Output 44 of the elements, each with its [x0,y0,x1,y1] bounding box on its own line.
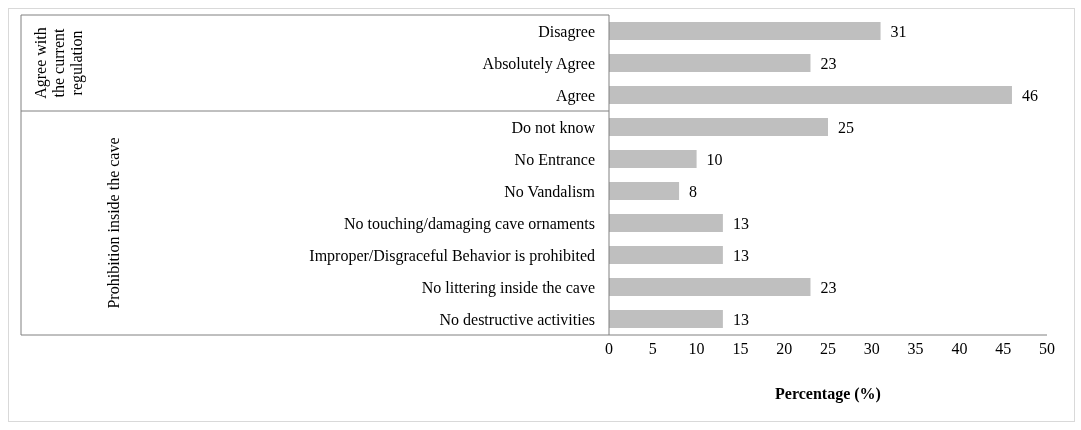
x-tick-label: 40 [951,340,968,358]
x-tick-label: 20 [776,340,793,358]
y-tick-label: Agree [555,86,595,105]
bar [609,278,811,297]
y-tick-label: Disagree [538,22,595,41]
data-label: 23 [820,278,837,296]
y-tick-label: Absolutely Agree [482,54,595,73]
x-tick-label: 35 [907,340,924,358]
bar [609,118,828,137]
data-label: 31 [890,22,907,40]
data-label: 13 [732,310,749,328]
bar [609,182,680,201]
x-tick-label: 5 [648,340,657,358]
y-tick-label: No destructive activities [439,310,595,328]
y-tick-label: No touching/damaging cave ornaments [343,214,595,233]
x-tick-label: 15 [732,340,749,358]
y-tick-label: No littering inside the cave [421,278,595,297]
data-label: 46 [1021,86,1038,104]
data-label: 13 [732,246,749,264]
bar [609,214,723,233]
x-tick-label: 30 [863,340,880,358]
bar [609,310,723,329]
x-tick-label: 25 [820,340,836,358]
y-tick-label: Improper/Disgraceful Behavior is prohibited [309,246,595,265]
text: Agree with the current regulation [32,27,86,99]
bar [609,150,697,169]
bar [609,246,723,265]
bar [609,54,811,73]
data-label: 13 [732,214,749,232]
data-label: 25 [838,118,854,136]
x-axis-title: Percentage (%) [775,385,881,403]
x-tick-label: 50 [1039,340,1055,358]
data-label: 8 [689,182,698,200]
bar [609,22,881,41]
y-tick-label: No Entrance [514,150,595,168]
data-label: 23 [820,54,837,72]
y-tick-label: Do not know [511,118,596,136]
text: Prohibition inside the cave [105,137,122,309]
y-tick-label: No Vandalism [504,182,596,200]
x-tick-label: 10 [688,340,705,358]
x-tick-label: 0 [605,340,613,358]
x-tick-label: 45 [995,340,1012,358]
data-label: 10 [706,150,723,168]
bar [609,86,1012,105]
